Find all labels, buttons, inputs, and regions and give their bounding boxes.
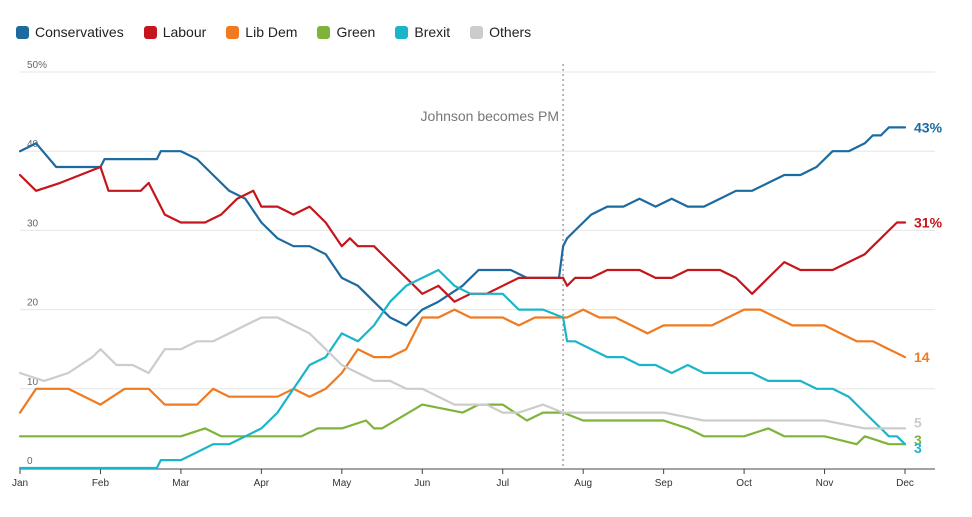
series-line-conservatives (18, 126, 907, 327)
end-label-labour: 31% (914, 214, 943, 230)
x-tick-label: Apr (254, 478, 270, 489)
end-label-brexit: 3 (914, 440, 922, 456)
end-label-green: 3 (914, 432, 922, 448)
legend-swatch-conservatives (16, 25, 29, 39)
legend-item-others: Others (470, 24, 531, 40)
legend-label-brexit: Brexit (414, 24, 451, 40)
y-tick-label: 20 (27, 298, 39, 309)
legend-label-labour: Labour (162, 24, 207, 40)
legend-swatch-brexit (395, 25, 409, 39)
x-tick-label: Dec (896, 478, 914, 489)
y-tick-label: 30 (27, 218, 39, 229)
legend-label-green: Green (336, 24, 376, 40)
legend-swatch-others (470, 25, 484, 39)
x-tick-label: Jul (496, 478, 509, 489)
y-tick-label: 50% (27, 60, 47, 71)
end-label-conservatives: 43% (914, 119, 943, 135)
series-line-brexit (18, 268, 907, 470)
x-tick-label: Oct (736, 478, 752, 489)
legend-swatch-green (317, 25, 331, 39)
legend-item-lib-dem: Lib Dem (226, 24, 297, 40)
legend-label-others: Others (489, 24, 532, 40)
x-tick-label: Nov (816, 478, 834, 489)
series-line-labour (18, 165, 907, 303)
legend-label-lib-dem: Lib Dem (245, 24, 298, 40)
series-line-others (18, 316, 907, 430)
annotation-label: Johnson becomes PM (421, 108, 560, 124)
x-tick-label: Feb (92, 478, 110, 489)
x-tick-label: Aug (574, 478, 592, 489)
x-tick-label: Jun (414, 478, 430, 489)
y-tick-label: 0 (27, 456, 33, 467)
legend-swatch-labour (143, 25, 157, 39)
series-line-lib-dem (18, 308, 907, 414)
x-tick-label: Jan (12, 478, 28, 489)
legend-swatch-lib-dem (226, 25, 240, 39)
legend-label-conservatives: Conservatives (35, 24, 124, 40)
legend-item-labour: Labour (143, 24, 207, 40)
series-line-green (18, 403, 907, 446)
legend-item-conservatives: Conservatives (16, 24, 124, 40)
chart-legend: Conservatives Labour Lib Dem Green Brexit Oth… (16, 22, 551, 42)
y-tick-label: 10 (27, 377, 39, 388)
legend-item-brexit: Brexit (395, 24, 450, 40)
end-label-others: 5 (914, 414, 922, 430)
legend-item-green: Green (317, 24, 375, 40)
x-tick-label: May (332, 478, 351, 489)
x-tick-label: Mar (172, 478, 190, 489)
end-label-lib-dem: 14 (914, 349, 930, 365)
x-tick-label: Sep (655, 478, 673, 489)
